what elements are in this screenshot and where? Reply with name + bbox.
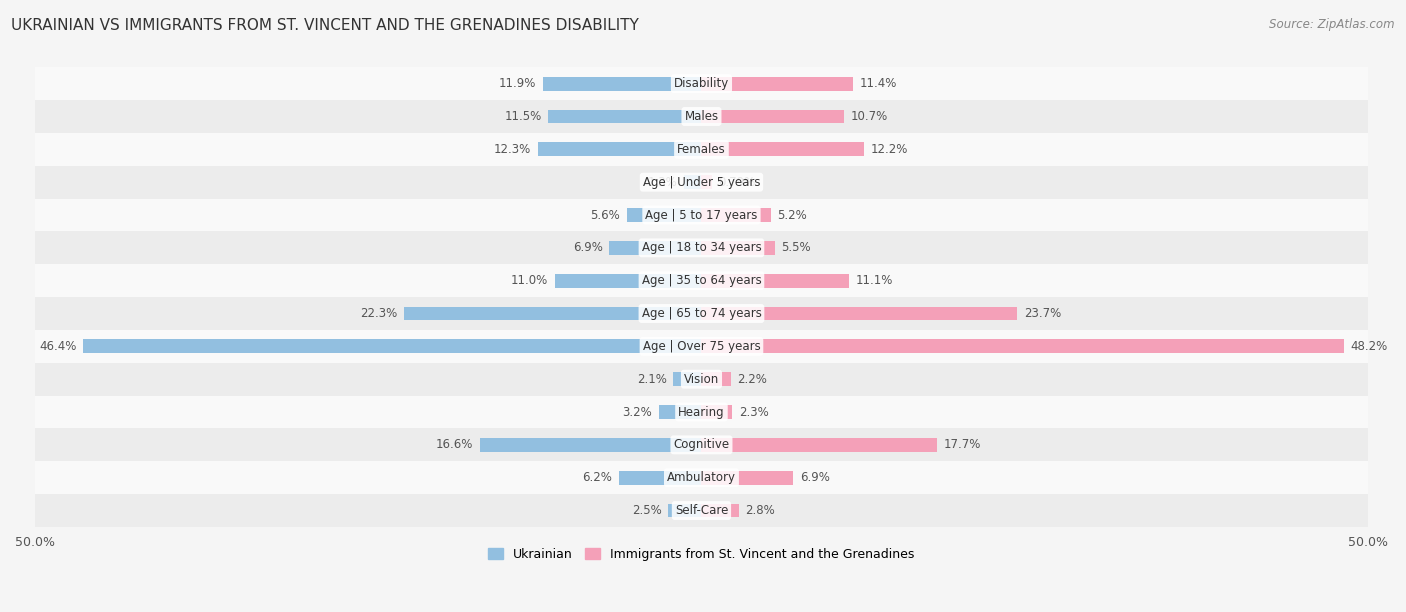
Bar bbox=[702, 438, 938, 452]
Text: Age | Under 5 years: Age | Under 5 years bbox=[643, 176, 761, 188]
Text: 2.3%: 2.3% bbox=[738, 406, 769, 419]
Bar bbox=[35, 166, 1368, 198]
Text: 6.9%: 6.9% bbox=[800, 471, 830, 484]
Text: Males: Males bbox=[685, 110, 718, 123]
Text: 5.5%: 5.5% bbox=[782, 241, 811, 255]
Bar bbox=[702, 307, 1018, 321]
Bar bbox=[702, 110, 844, 124]
Bar bbox=[35, 330, 1368, 363]
Text: 2.1%: 2.1% bbox=[637, 373, 666, 386]
Legend: Ukrainian, Immigrants from St. Vincent and the Grenadines: Ukrainian, Immigrants from St. Vincent a… bbox=[484, 543, 920, 566]
Bar bbox=[35, 133, 1368, 166]
Text: 2.5%: 2.5% bbox=[631, 504, 661, 517]
Text: 10.7%: 10.7% bbox=[851, 110, 889, 123]
Text: 11.1%: 11.1% bbox=[856, 274, 893, 287]
Bar bbox=[668, 504, 702, 517]
Text: 5.2%: 5.2% bbox=[778, 209, 807, 222]
Text: Disability: Disability bbox=[673, 77, 730, 90]
Bar bbox=[702, 241, 775, 255]
Bar bbox=[35, 428, 1368, 461]
Text: 23.7%: 23.7% bbox=[1024, 307, 1062, 320]
Text: Age | 5 to 17 years: Age | 5 to 17 years bbox=[645, 209, 758, 222]
Text: Hearing: Hearing bbox=[678, 406, 724, 419]
Bar bbox=[83, 340, 702, 353]
Bar bbox=[673, 372, 702, 386]
Text: 11.4%: 11.4% bbox=[860, 77, 897, 90]
Bar bbox=[35, 461, 1368, 494]
Bar bbox=[555, 274, 702, 288]
Bar bbox=[702, 274, 849, 288]
Bar bbox=[35, 297, 1368, 330]
Bar bbox=[481, 438, 702, 452]
Text: 12.2%: 12.2% bbox=[870, 143, 908, 156]
Bar bbox=[702, 208, 770, 222]
Bar bbox=[35, 494, 1368, 527]
Text: Age | Over 75 years: Age | Over 75 years bbox=[643, 340, 761, 353]
Bar bbox=[35, 198, 1368, 231]
Text: 0.79%: 0.79% bbox=[718, 176, 756, 188]
Bar bbox=[685, 175, 702, 189]
Bar bbox=[35, 100, 1368, 133]
Bar bbox=[537, 143, 702, 156]
Bar bbox=[619, 471, 702, 485]
Bar bbox=[35, 363, 1368, 395]
Text: Source: ZipAtlas.com: Source: ZipAtlas.com bbox=[1270, 18, 1395, 31]
Bar bbox=[702, 372, 731, 386]
Text: 1.3%: 1.3% bbox=[648, 176, 678, 188]
Text: Age | 18 to 34 years: Age | 18 to 34 years bbox=[641, 241, 761, 255]
Text: 11.9%: 11.9% bbox=[499, 77, 536, 90]
Bar bbox=[702, 175, 711, 189]
Text: Ambulatory: Ambulatory bbox=[666, 471, 735, 484]
Bar bbox=[702, 340, 1344, 353]
Text: 48.2%: 48.2% bbox=[1351, 340, 1388, 353]
Text: UKRAINIAN VS IMMIGRANTS FROM ST. VINCENT AND THE GRENADINES DISABILITY: UKRAINIAN VS IMMIGRANTS FROM ST. VINCENT… bbox=[11, 18, 640, 34]
Text: 11.5%: 11.5% bbox=[505, 110, 541, 123]
Text: 12.3%: 12.3% bbox=[494, 143, 531, 156]
Text: 22.3%: 22.3% bbox=[360, 307, 398, 320]
Bar bbox=[543, 76, 702, 91]
Bar bbox=[35, 67, 1368, 100]
Bar bbox=[702, 504, 738, 517]
Text: 2.8%: 2.8% bbox=[745, 504, 775, 517]
Bar bbox=[35, 264, 1368, 297]
Text: 6.2%: 6.2% bbox=[582, 471, 612, 484]
Bar bbox=[702, 143, 865, 156]
Text: 2.2%: 2.2% bbox=[737, 373, 768, 386]
Text: Age | 35 to 64 years: Age | 35 to 64 years bbox=[641, 274, 761, 287]
Text: 17.7%: 17.7% bbox=[943, 438, 981, 452]
Bar bbox=[702, 76, 853, 91]
Bar bbox=[627, 208, 702, 222]
Text: 6.9%: 6.9% bbox=[574, 241, 603, 255]
Text: 5.6%: 5.6% bbox=[591, 209, 620, 222]
Text: Age | 65 to 74 years: Age | 65 to 74 years bbox=[641, 307, 762, 320]
Text: Cognitive: Cognitive bbox=[673, 438, 730, 452]
Bar bbox=[35, 231, 1368, 264]
Text: 3.2%: 3.2% bbox=[623, 406, 652, 419]
Bar bbox=[702, 471, 793, 485]
Text: 46.4%: 46.4% bbox=[39, 340, 76, 353]
Bar bbox=[548, 110, 702, 124]
Bar bbox=[659, 405, 702, 419]
Text: 16.6%: 16.6% bbox=[436, 438, 474, 452]
Text: Vision: Vision bbox=[683, 373, 718, 386]
Bar bbox=[404, 307, 702, 321]
Bar bbox=[35, 395, 1368, 428]
Text: Females: Females bbox=[678, 143, 725, 156]
Text: Self-Care: Self-Care bbox=[675, 504, 728, 517]
Text: 11.0%: 11.0% bbox=[510, 274, 548, 287]
Bar bbox=[702, 405, 733, 419]
Bar bbox=[609, 241, 702, 255]
